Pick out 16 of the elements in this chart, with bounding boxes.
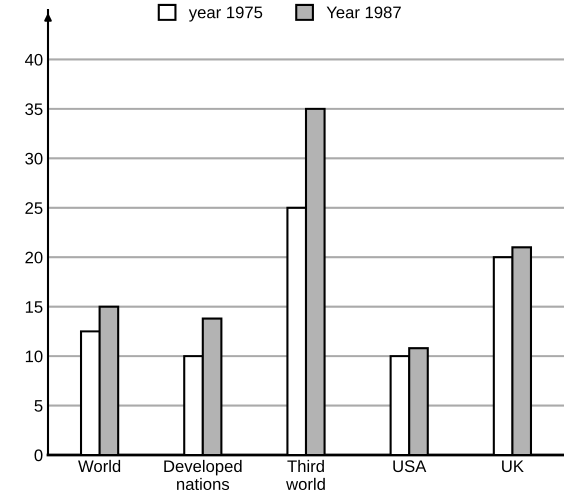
x-tick-label: USA bbox=[393, 460, 426, 472]
x-tick-label: Third world bbox=[286, 460, 325, 490]
y-tick-label: 5 bbox=[34, 400, 42, 412]
y-tick-label: 20 bbox=[25, 252, 42, 264]
y-tick-label: 25 bbox=[25, 202, 42, 214]
x-tick-label: Developed nations bbox=[164, 460, 242, 490]
y-tick-label: 0 bbox=[34, 449, 42, 462]
y-tick-label: 35 bbox=[25, 103, 42, 116]
y-tick-label: 15 bbox=[26, 301, 42, 313]
legend-label: Year 1987 bbox=[326, 6, 401, 18]
y-tick-label: 30 bbox=[25, 152, 42, 165]
y-tick-label: 40 bbox=[24, 54, 42, 66]
x-tick-label: UK bbox=[502, 460, 524, 472]
y-tick-label: 10 bbox=[26, 350, 42, 362]
legend-label: year 1975 bbox=[188, 6, 262, 22]
x-tick-label: World bbox=[78, 460, 120, 472]
